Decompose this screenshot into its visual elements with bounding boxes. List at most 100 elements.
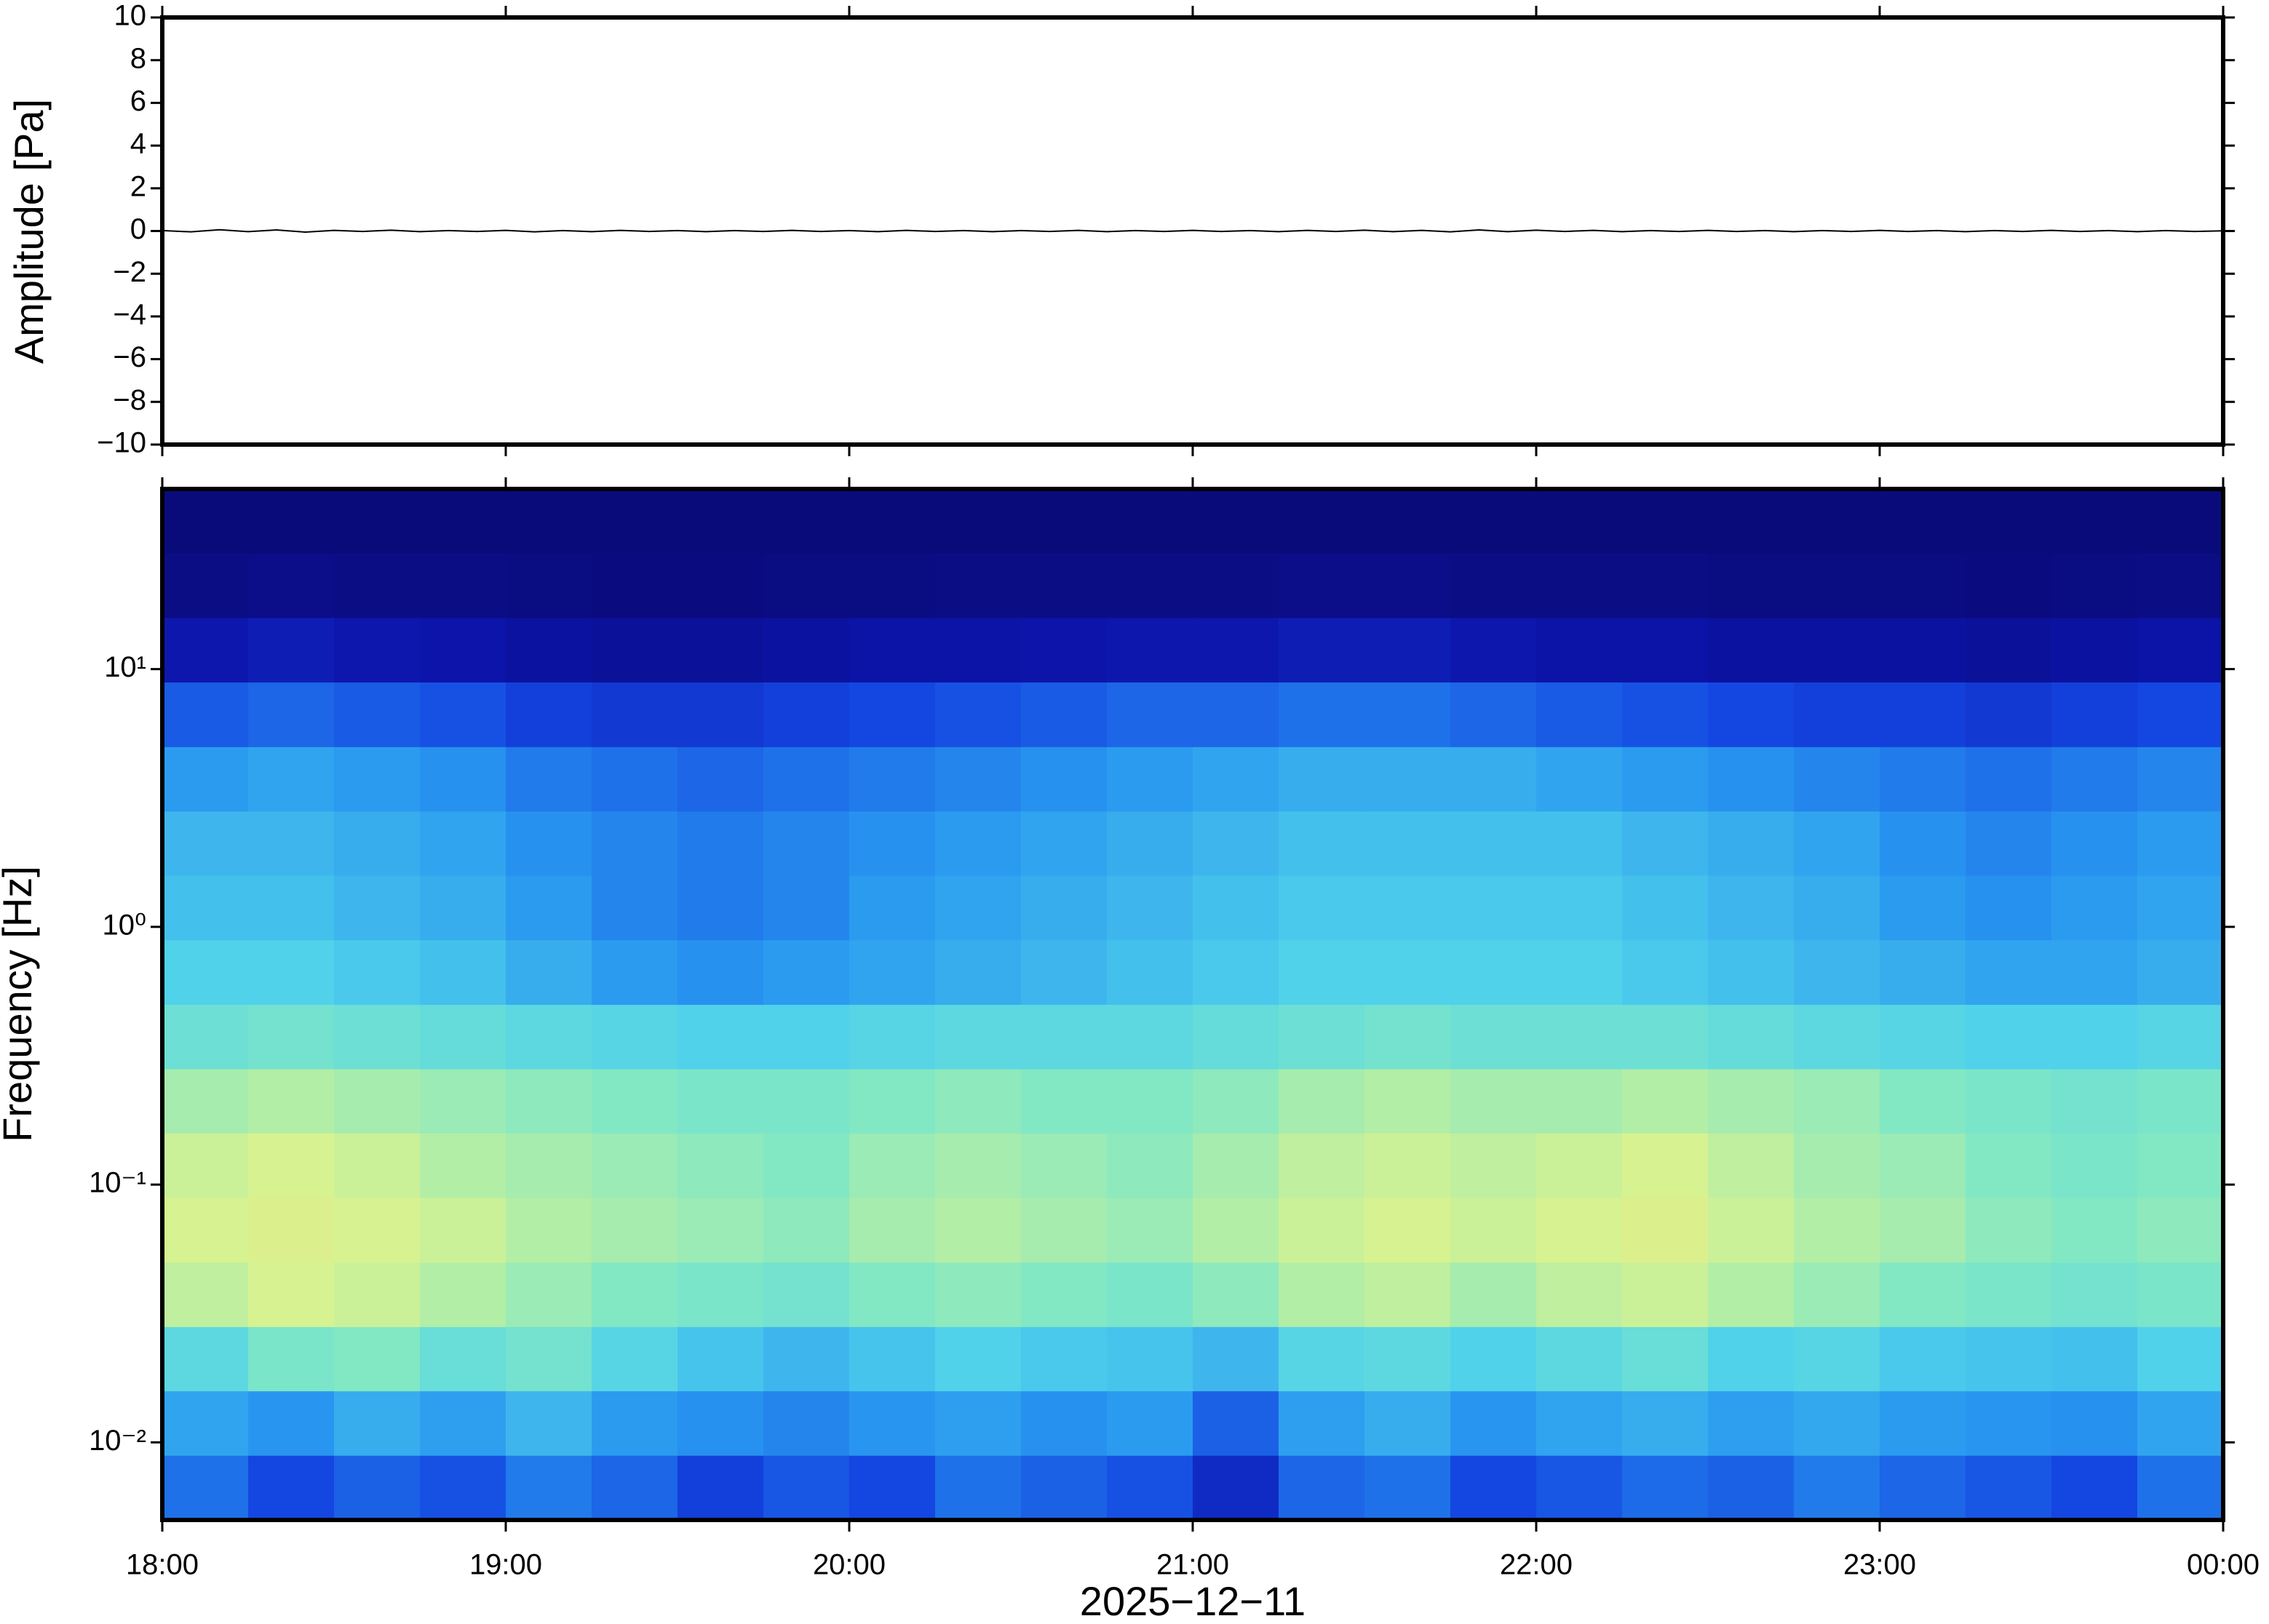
spectrogram-cell — [334, 1390, 421, 1456]
y-tick-label: 10⁰ — [102, 909, 146, 941]
spectrogram-cell — [1536, 1390, 1623, 1456]
spectrogram-cell — [1193, 617, 1279, 682]
spectrogram-cell — [935, 1197, 1022, 1263]
spectrogram-cell — [1364, 1390, 1451, 1456]
spectrogram-cell — [1966, 1262, 2052, 1327]
waveform-line — [162, 228, 2224, 233]
spectrogram-cell — [248, 1326, 335, 1392]
spectrogram-cell — [1708, 1262, 1795, 1327]
spectrogram-cell — [1450, 489, 1537, 554]
spectrogram-cell — [1794, 489, 1880, 554]
spectrogram-cell — [1794, 1068, 1880, 1134]
spectrogram-cell — [1279, 1455, 1365, 1521]
spectrogram-cell — [1279, 811, 1365, 876]
spectrogram-cell — [1880, 1004, 1966, 1070]
spectrogram-cell — [1708, 489, 1795, 554]
spectrogram-cell — [2051, 1068, 2138, 1134]
spectrogram-cell — [1708, 811, 1795, 876]
spectrogram-cell — [677, 1068, 764, 1134]
spectrogram-cell — [506, 553, 592, 618]
spectrogram-cell — [1279, 553, 1365, 618]
spectrogram-cell — [763, 682, 850, 747]
spectrogram-cell — [763, 875, 850, 941]
spectrogram-cell — [1193, 939, 1279, 1006]
spectrogram-cell — [1536, 1262, 1623, 1327]
spectrogram-cell — [1450, 1068, 1537, 1134]
spectrogram-cell — [1966, 682, 2052, 747]
spectrogram-cell — [2051, 747, 2138, 812]
spectrogram-cell — [849, 1068, 936, 1134]
spectrogram-cell — [1794, 875, 1880, 941]
spectrogram-cell — [1279, 1133, 1365, 1198]
spectrogram-cell — [763, 489, 850, 554]
spectrogram-cell — [1880, 875, 1966, 941]
spectrogram-cell — [1450, 1455, 1537, 1521]
spectrogram-cell — [849, 811, 936, 876]
spectrogram-cell — [1966, 617, 2052, 682]
spectrogram-cell — [1622, 489, 1709, 554]
spectrogram-cell — [1107, 747, 1193, 812]
spectrogram-cell — [1536, 811, 1623, 876]
spectrogram-cell — [1708, 875, 1795, 941]
spectrogram-cell — [1622, 1197, 1709, 1263]
spectrogram-cell — [162, 1262, 249, 1327]
spectrogram-cell — [420, 1133, 506, 1198]
spectrogram-cell — [1708, 747, 1795, 812]
spectrogram-cell — [162, 1197, 249, 1263]
spectrogram-cell — [592, 1455, 678, 1521]
spectrogram-cell — [1880, 1262, 1966, 1327]
spectrogram-cell — [1450, 1390, 1537, 1456]
x-axis-label: 2025−12−11 — [1080, 1578, 1306, 1624]
spectrogram-cell — [506, 1133, 592, 1198]
spectrogram-cell — [1966, 1068, 2052, 1134]
spectrogram-cell — [1622, 811, 1709, 876]
spectrogram-cell — [1364, 1455, 1451, 1521]
spectrogram-cell — [1193, 811, 1279, 876]
spectrogram-cell — [592, 1326, 678, 1392]
spectrogram-cell — [1364, 1068, 1451, 1134]
spectrogram-cell — [1536, 1004, 1623, 1070]
spectrogram-cell — [1364, 939, 1451, 1006]
y-tick-label: −6 — [113, 341, 146, 373]
spectrogram-cell — [506, 1004, 592, 1070]
spectrogram-cell — [1880, 747, 1966, 812]
spectrogram-cell — [935, 617, 1022, 682]
y-tick-label: −8 — [113, 384, 146, 416]
spectrogram-cell — [1794, 553, 1880, 618]
spectrogram-cell — [1966, 747, 2052, 812]
spectrogram-cell — [763, 1068, 850, 1134]
spectrogram-cell — [592, 1390, 678, 1456]
spectrogram-cell — [420, 489, 506, 554]
spectrogram-cell — [1364, 811, 1451, 876]
spectrogram-cell — [592, 617, 678, 682]
spectrogram-cell — [334, 1326, 421, 1392]
spectrogram-cell — [1536, 489, 1623, 554]
spectrogram-cell — [849, 1262, 936, 1327]
spectrogram-cell — [1966, 1004, 2052, 1070]
spectrogram-cell — [677, 1004, 764, 1070]
spectrogram-cell — [1880, 1390, 1966, 1456]
spectrogram-cell — [334, 875, 421, 941]
spectrogram-cell — [2137, 747, 2224, 812]
spectrogram-cell — [763, 1455, 850, 1521]
spectrogram-cell — [420, 1004, 506, 1070]
spectrogram-cell — [1279, 747, 1365, 812]
spectrogram-cell — [935, 682, 1022, 747]
spectrogram-cell — [2137, 939, 2224, 1006]
spectrogram-cell — [1622, 875, 1709, 941]
spectrogram-cell — [1107, 1326, 1193, 1392]
spectrogram-cell — [1880, 1197, 1966, 1263]
spectrogram-cell — [849, 939, 936, 1006]
spectrogram-cell — [677, 1133, 764, 1198]
spectrogram-cell — [763, 1390, 850, 1456]
y-axis-label: Amplitude [Pa] — [6, 99, 52, 364]
spectrogram-cell — [1708, 682, 1795, 747]
spectrogram-cell — [1622, 747, 1709, 812]
spectrogram-cell — [1021, 682, 1108, 747]
spectrogram-cell — [849, 1133, 936, 1198]
spectrogram-cell — [1794, 1197, 1880, 1263]
spectrogram-cell — [506, 617, 592, 682]
x-tick-label: 20:00 — [813, 1549, 886, 1581]
spectrogram-cell — [935, 1326, 1022, 1392]
spectrogram-cell — [1794, 1390, 1880, 1456]
